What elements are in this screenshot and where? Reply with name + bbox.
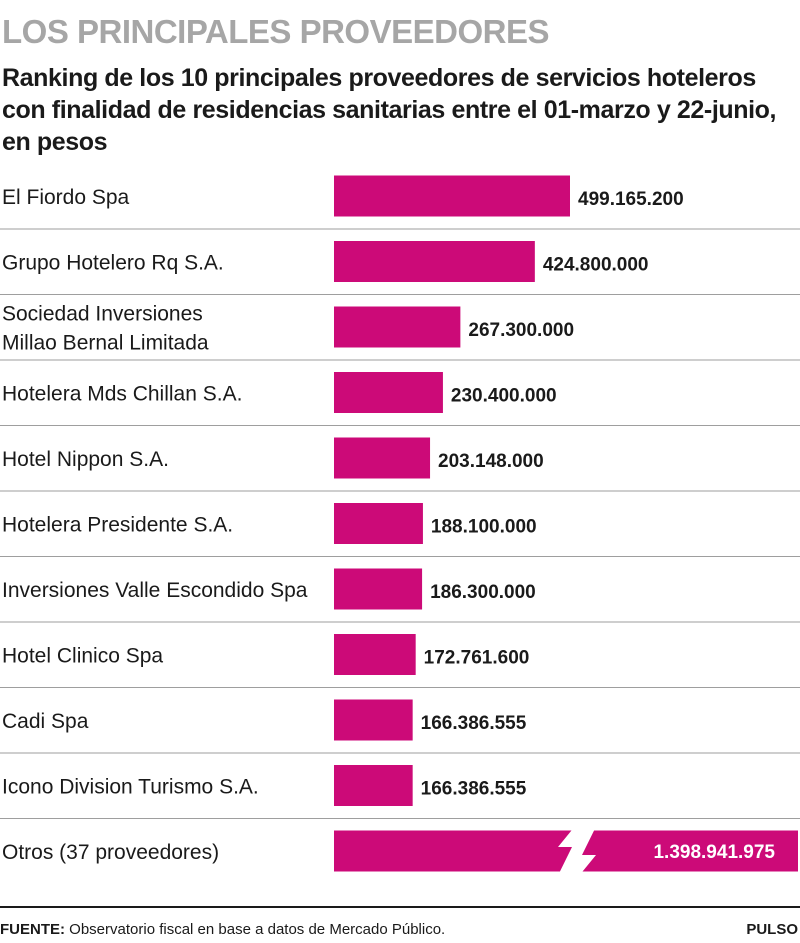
axis-break-mark: [556, 822, 598, 880]
value-label-9: 166.386.555: [421, 713, 527, 734]
value-label-5: 203.148.000: [438, 451, 544, 472]
category-label-6: Hotelera Presidente S.A.: [2, 514, 233, 537]
category-label-3: Millao Bernal Limitada: [2, 332, 209, 355]
category-label-11: Otros (37 proveedores): [2, 841, 219, 864]
category-label-5: Hotel Nippon S.A.: [2, 448, 169, 471]
source-label: FUENTE:: [0, 921, 65, 938]
brand-logo: PULSO: [746, 921, 798, 938]
category-label-4: Hotelera Mds Chillan S.A.: [2, 383, 242, 406]
value-label-11: 1.398.941.975: [653, 842, 775, 863]
value-label-8: 172.761.600: [424, 648, 530, 669]
bar-1: [334, 175, 570, 217]
category-label-1: El Fiordo Spa: [2, 186, 130, 209]
value-label-10: 166.386.555: [421, 779, 527, 800]
value-label-1: 499.165.200: [578, 189, 684, 210]
bar-5: [334, 437, 431, 479]
bar-7: [334, 568, 423, 610]
category-label-10: Icono Division Turismo S.A.: [2, 776, 259, 799]
bar-9: [334, 699, 413, 741]
category-label-7: Inversiones Valle Escondido Spa: [2, 579, 308, 602]
value-label-4: 230.400.000: [451, 386, 557, 407]
category-label-9: Cadi Spa: [2, 710, 89, 733]
value-label-6: 188.100.000: [431, 517, 537, 538]
category-label-8: Hotel Clinico Spa: [2, 645, 163, 668]
source-note: FUENTE: Observatorio fiscal en base a da…: [0, 920, 445, 940]
bar-10: [334, 765, 413, 806]
bar-4: [334, 372, 443, 413]
source-text: Observatorio fiscal en base a datos de M…: [69, 921, 446, 938]
value-label-2: 424.800.000: [543, 255, 649, 276]
bar-8: [334, 634, 416, 675]
category-label-3: Sociedad Inversiones: [2, 303, 203, 326]
bar-3: [334, 306, 461, 348]
value-label-7: 186.300.000: [430, 582, 536, 603]
category-label-2: Grupo Hotelero Rq S.A.: [2, 252, 224, 275]
value-label-3: 267.300.000: [468, 320, 574, 341]
bar-6: [334, 503, 423, 544]
bar-chart: El Fiordo Spa 499.165.200 Grupo Hotelero R…: [0, 175, 800, 880]
bar-2: [334, 241, 535, 282]
chart-kicker: LOS PRINCIPALES PROVEEDORES: [2, 13, 549, 50]
footer-rule: [0, 906, 800, 908]
chart-title: Ranking de los 10 principales proveedore…: [2, 64, 777, 156]
